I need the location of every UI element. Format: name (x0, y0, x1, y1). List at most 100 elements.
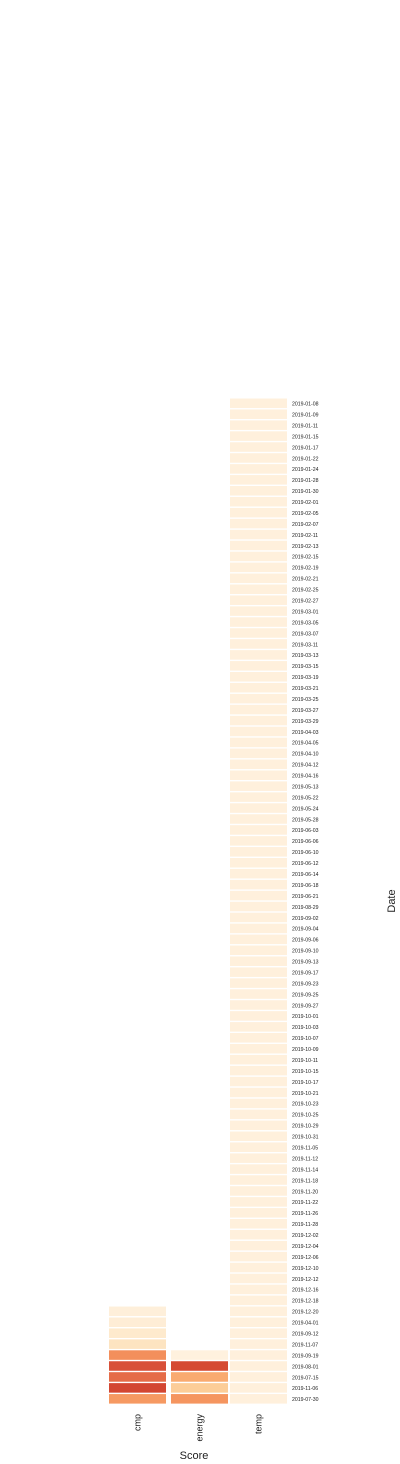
y-tick-label: 2019-01-28 (292, 478, 319, 484)
heatmap-cell (230, 409, 287, 419)
heatmap-cell (230, 792, 287, 802)
heatmap-cell (109, 1361, 166, 1371)
y-tick-label: 2019-06-10 (292, 850, 319, 856)
y-tick-label: 2019-05-13 (292, 784, 319, 790)
heatmap-cell (230, 1262, 287, 1273)
heatmap-cell (230, 639, 287, 649)
heatmap-cell (230, 1175, 287, 1185)
y-tick-labels: 2019-01-08 2019-01-09 2019-01-11 2019-01-15… (292, 402, 319, 1404)
heatmap-cell (230, 442, 287, 452)
heatmap-cell (230, 661, 287, 671)
heatmap-cell (230, 1383, 287, 1393)
heatmap-cell (230, 901, 287, 912)
y-tick-label: 2019-10-01 (292, 1014, 319, 1020)
y-tick-label: 2019-10-23 (292, 1102, 319, 1108)
heatmap-cells (109, 398, 287, 1404)
heatmap-cell (109, 1372, 166, 1382)
heatmap-cell (230, 748, 287, 759)
heatmap-cell (230, 879, 287, 890)
y-tick-label: 2019-11-07 (292, 1342, 318, 1348)
y-tick-label: 2019-07-30 (292, 1397, 319, 1403)
y-tick-label: 2019-10-07 (292, 1036, 319, 1042)
heatmap-cell (230, 1361, 287, 1371)
y-tick-label: 2019-05-28 (292, 817, 319, 823)
heatmap-cell (230, 1273, 287, 1284)
y-tick-label: 2019-12-18 (292, 1299, 319, 1305)
heatmap-cell (230, 978, 287, 988)
y-tick-label: 2019-10-29 (292, 1124, 319, 1130)
heatmap-cell (230, 1011, 287, 1021)
y-tick-label: 2019-03-07 (292, 631, 319, 637)
heatmap-cell (230, 398, 287, 409)
heatmap-cell (230, 1350, 287, 1360)
y-tick-label: 2019-12-20 (292, 1310, 319, 1316)
y-tick-label: 2019-09-10 (292, 949, 319, 955)
heatmap-cell (230, 1098, 287, 1109)
heatmap-cell (230, 704, 287, 715)
heatmap-cell (230, 770, 287, 781)
y-tick-label: 2019-07-15 (292, 1375, 319, 1381)
heatmap-cell (109, 1350, 166, 1360)
y-tick-label: 2019-11-14 (292, 1167, 318, 1173)
heatmap-cell (230, 737, 287, 748)
y-tick-label: 2019-01-11 (292, 423, 318, 429)
heatmap-cell (230, 1394, 287, 1404)
heatmap-cell (109, 1339, 166, 1349)
y-tick-label: 2019-10-09 (292, 1047, 319, 1053)
y-tick-label: 2019-10-15 (292, 1069, 319, 1075)
heatmap-cell (230, 475, 287, 485)
heatmap-cell (230, 507, 287, 518)
y-tick-label: 2019-04-03 (292, 730, 319, 736)
heatmap-cell (230, 857, 287, 868)
heatmap-cell (230, 781, 287, 791)
y-tick-label: 2019-04-16 (292, 774, 319, 780)
heatmap-cell (171, 1361, 228, 1371)
y-tick-label: 2019-05-22 (292, 795, 319, 801)
heatmap-cell (109, 1394, 166, 1404)
heatmap-cell (230, 518, 287, 529)
y-tick-label: 2019-03-27 (292, 708, 319, 714)
heatmap-cell (230, 825, 287, 835)
y-tick-label: 2019-12-10 (292, 1266, 319, 1272)
y-tick-label: 2019-01-17 (292, 445, 319, 451)
heatmap-cell (230, 934, 287, 945)
y-tick-label: 2019-09-27 (292, 1003, 319, 1009)
y-tick-label: 2019-04-10 (292, 752, 319, 758)
y-tick-label: 2019-09-17 (292, 970, 319, 976)
heatmap-cell (230, 617, 287, 627)
x-tick-label: cmp (133, 1414, 143, 1431)
heatmap-cell (230, 814, 287, 824)
heatmap-cell (230, 1131, 287, 1142)
y-tick-label: 2019-09-23 (292, 981, 319, 987)
y-tick-label: 2019-02-19 (292, 566, 319, 572)
y-tick-label: 2019-01-08 (292, 402, 319, 408)
heatmap-cell (230, 1197, 287, 1207)
y-tick-label: 2019-02-11 (292, 533, 318, 539)
heatmap-cell (230, 1087, 287, 1098)
heatmap-cell (230, 847, 287, 857)
heatmap-cell (230, 540, 287, 551)
heatmap-cell (230, 1339, 287, 1349)
y-tick-label: 2019-11-28 (292, 1222, 318, 1228)
y-tick-label: 2019-05-24 (292, 806, 319, 812)
y-tick-label: 2019-09-04 (292, 927, 319, 933)
y-tick-label: 2019-03-13 (292, 653, 319, 659)
heatmap-cell (109, 1317, 166, 1328)
y-tick-label: 2019-12-06 (292, 1255, 319, 1261)
heatmap-cell (230, 759, 287, 770)
y-tick-label: 2019-09-02 (292, 916, 319, 922)
y-tick-label: 2019-01-24 (292, 467, 319, 473)
heatmap-cell (230, 945, 287, 956)
y-tick-label: 2019-10-31 (292, 1135, 319, 1141)
heatmap-cell (230, 464, 287, 474)
heatmap-cell (230, 551, 287, 562)
y-tick-label: 2019-04-05 (292, 741, 319, 747)
y-tick-label: 2019-12-04 (292, 1244, 319, 1250)
y-tick-label: 2019-03-29 (292, 719, 319, 725)
heatmap-cell (230, 693, 287, 704)
y-tick-label: 2019-12-12 (292, 1277, 319, 1283)
heatmap-cell (230, 1229, 287, 1240)
heatmap-cell (230, 1284, 287, 1295)
y-tick-label: 2019-12-16 (292, 1288, 319, 1294)
x-axis-title: Score (180, 1450, 209, 1462)
